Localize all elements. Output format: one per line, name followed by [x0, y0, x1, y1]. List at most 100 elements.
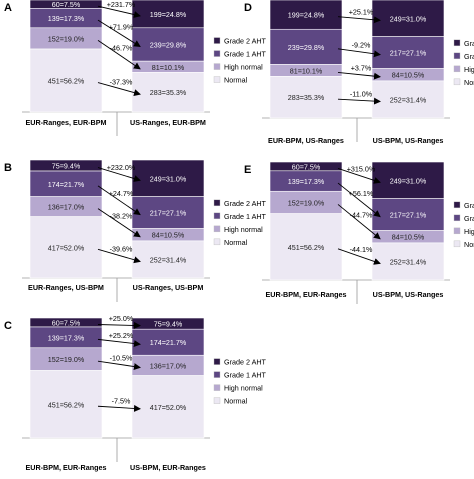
- data-label: 417=52.0%: [48, 243, 85, 252]
- bar-segment-normal: [269, 76, 343, 119]
- data-label: 84=10.5%: [392, 71, 425, 80]
- data-label: 417=52.0%: [150, 403, 187, 412]
- data-label: 139=17.3%: [48, 14, 85, 23]
- data-label: 249=31.0%: [390, 14, 427, 23]
- legend-swatch: [453, 240, 461, 248]
- data-label: 84=10.5%: [392, 233, 425, 242]
- panel-label: E: [244, 164, 251, 176]
- legend-label: Normal: [224, 76, 248, 85]
- data-label: 252=31.4%: [150, 255, 187, 264]
- legend-swatch: [213, 358, 221, 365]
- change-label: +71.9%: [109, 22, 134, 31]
- legend-swatch: [213, 37, 221, 44]
- change-arrow: [337, 48, 381, 58]
- change-arrow: [337, 71, 381, 80]
- panel-c: C 60=7.5% 139=17.3% 152=19.0% 451=56.2% 75=9.…: [4, 314, 267, 472]
- legend-label: High normal: [464, 227, 474, 236]
- panel-d: D 199=24.8% 239=29.8% 81=10.1% 283=35.3% 249=…: [244, 0, 474, 145]
- legend-label: Normal: [224, 397, 248, 406]
- data-label: 451=56.2%: [288, 243, 325, 252]
- change-label: -11.0%: [350, 89, 373, 98]
- change-arrow: [97, 208, 141, 238]
- change-label: -37.3%: [110, 77, 133, 86]
- data-label: 239=29.8%: [150, 40, 187, 49]
- data-label: 199=24.8%: [288, 11, 325, 20]
- change-arrow: [97, 338, 141, 348]
- data-label: 136=17.0%: [48, 203, 85, 212]
- bar-segment-grade-2-aht: [371, 0, 445, 37]
- bar-segment-grade-1-aht: [269, 28, 343, 65]
- category-label: US-Ranges, US-BPM: [133, 283, 204, 292]
- category-label: EUR-BPM, EUR-Ranges: [265, 290, 346, 299]
- data-label: 84=10.5%: [152, 231, 185, 240]
- bar-segment-grade-2-aht: [371, 161, 445, 199]
- category-label: US-Ranges, EUR-BPM: [130, 118, 206, 127]
- data-label: 283=35.3%: [150, 88, 187, 97]
- panel-b: B 75=9.4% 174=21.7% 136=17.0% 417=52.0% 249=3…: [4, 159, 267, 302]
- change-arrow: [337, 16, 381, 24]
- category-label: EUR-BPM, US-Ranges: [268, 136, 344, 145]
- bar-segment-normal: [29, 370, 103, 439]
- bar-segment-normal: [371, 242, 445, 281]
- change-label: -39.6%: [110, 244, 133, 253]
- data-label: 81=10.1%: [290, 66, 323, 75]
- legend-swatch: [453, 78, 461, 86]
- legend-swatch: [213, 199, 221, 207]
- legend-label: Normal: [464, 240, 474, 249]
- category-label: EUR-BPM, EUR-Ranges: [25, 463, 106, 472]
- change-arrow: [97, 360, 141, 371]
- legend-swatch: [213, 76, 221, 83]
- bar-segment-normal: [131, 72, 205, 113]
- bar-segment-normal: [269, 213, 343, 281]
- legend-swatch: [213, 225, 221, 233]
- data-label: 60=7.5%: [292, 162, 321, 171]
- legend-label: Grade 2 AHT: [224, 37, 267, 46]
- data-label: 174=21.7%: [150, 338, 187, 347]
- data-label: 75=9.4%: [52, 162, 81, 171]
- data-label: 139=17.3%: [48, 333, 85, 342]
- change-label: +25.0%: [109, 314, 134, 323]
- change-arrow: [97, 185, 141, 216]
- category-label: US-BPM, US-Ranges: [373, 136, 444, 145]
- legend-label: Grade 1 AHT: [464, 214, 474, 223]
- panel-label: D: [244, 2, 252, 14]
- data-label: 75=9.4%: [154, 320, 183, 329]
- change-label: +25.1%: [349, 7, 374, 16]
- data-label: 152=19.0%: [288, 198, 325, 207]
- legend-label: Normal: [464, 78, 474, 87]
- change-label: +3.7%: [351, 64, 372, 73]
- data-label: 60=7.5%: [52, 0, 81, 9]
- legend-label: High normal: [224, 225, 263, 234]
- change-label: -44.1%: [350, 245, 373, 254]
- bar-segment-grade-1-aht: [131, 196, 205, 229]
- data-label: 217=27.1%: [150, 209, 187, 218]
- change-arrow: [97, 248, 141, 264]
- data-label: 451=56.2%: [48, 400, 85, 409]
- category-label: US-BPM, EUR-Ranges: [130, 463, 206, 472]
- legend-label: High normal: [224, 384, 263, 393]
- legend-swatch: [213, 50, 221, 57]
- data-label: 217=27.1%: [390, 49, 427, 58]
- legend-label: Grade 1 AHT: [224, 371, 267, 380]
- change-label: -10.5%: [110, 353, 133, 362]
- change-arrow: [337, 204, 381, 240]
- panel-label: B: [4, 162, 12, 174]
- legend-label: Normal: [224, 238, 248, 247]
- change-arrow: [97, 5, 141, 18]
- legend-swatch: [453, 227, 461, 235]
- legend-swatch: [213, 212, 221, 220]
- legend-label: Grade 1 AHT: [464, 52, 474, 61]
- legend-label: Grade 2 AHT: [224, 358, 267, 367]
- data-label: 199=24.8%: [150, 10, 187, 19]
- change-arrow: [337, 167, 381, 184]
- bar-segment-grade-1-aht: [131, 328, 205, 356]
- legend-label: Grade 2 AHT: [464, 201, 474, 210]
- legend-label: High normal: [224, 63, 263, 72]
- category-label: EUR-Ranges, EUR-BPM: [25, 118, 106, 127]
- category-label: US-BPM, US-Ranges: [373, 290, 444, 299]
- change-label: +232.0%: [107, 163, 136, 172]
- data-label: 252=31.4%: [390, 257, 427, 266]
- change-label: -7.5%: [112, 397, 131, 406]
